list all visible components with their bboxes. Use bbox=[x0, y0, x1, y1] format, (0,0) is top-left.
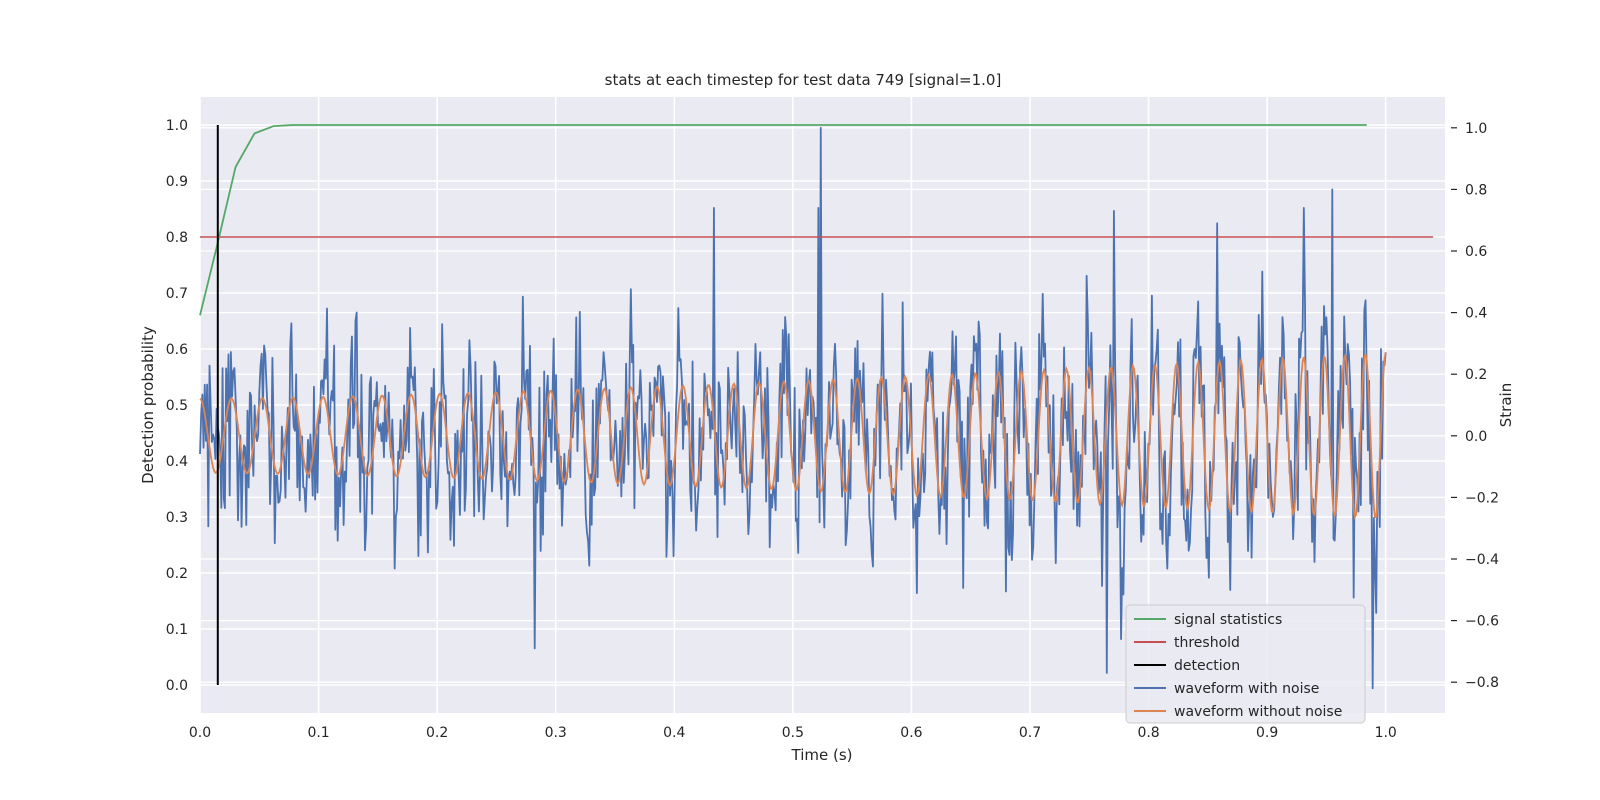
y-right-axis-ticks: −0.8 −0.6 −0.4 −0.2 0.0 0.2 0.4 0.6 0.8 1.0 bbox=[1451, 121, 1499, 691]
x-tick-label: 0.0 bbox=[189, 725, 211, 741]
y-left-tick-label: 0.7 bbox=[166, 286, 188, 302]
legend-box bbox=[1125, 604, 1366, 724]
y-right-tick-label: 0.2 bbox=[1465, 367, 1487, 383]
x-axis-label: Time (s) bbox=[791, 746, 853, 764]
y-right-axis-label: Strain bbox=[1497, 383, 1515, 427]
x-tick-label: 0.6 bbox=[900, 725, 922, 741]
x-tick-label: 0.3 bbox=[545, 725, 567, 741]
y-left-tick-label: 0.5 bbox=[166, 398, 188, 414]
y-right-tick-label: −0.8 bbox=[1465, 675, 1499, 691]
legend-label: threshold bbox=[1174, 635, 1240, 651]
y-left-tick-label: 0.6 bbox=[166, 342, 188, 358]
x-tick-label: 0.7 bbox=[1019, 725, 1041, 741]
legend-label: signal statistics bbox=[1174, 612, 1282, 628]
series-signal-statistics bbox=[199, 124, 1367, 316]
legend-label: waveform without noise bbox=[1174, 704, 1342, 720]
legend-label: waveform with noise bbox=[1174, 681, 1319, 697]
x-tick-label: 1.0 bbox=[1375, 725, 1397, 741]
y-left-tick-label: 0.8 bbox=[166, 230, 188, 246]
legend-label: detection bbox=[1174, 658, 1240, 674]
x-axis-ticks: 0.0 0.1 0.2 0.3 0.4 0.5 0.6 0.7 0.8 0.9 1.0 bbox=[189, 725, 1397, 741]
y-right-tick-label: 1.0 bbox=[1465, 121, 1487, 137]
y-left-tick-label: 0.2 bbox=[166, 566, 188, 582]
x-tick-label: 0.4 bbox=[663, 725, 685, 741]
y-left-axis-label: Detection probability bbox=[139, 326, 157, 484]
y-right-tick-label: 0.4 bbox=[1465, 306, 1487, 322]
series-layer bbox=[199, 124, 1434, 690]
x-tick-label: 0.1 bbox=[307, 725, 329, 741]
y-left-tick-label: 0.4 bbox=[166, 454, 188, 470]
y-right-tick-label: −0.6 bbox=[1465, 614, 1499, 630]
y-right-tick-label: 0.6 bbox=[1465, 244, 1487, 260]
x-tick-label: 0.9 bbox=[1256, 725, 1278, 741]
y-left-tick-label: 0.0 bbox=[166, 678, 188, 694]
series-waveform-without-noise bbox=[199, 352, 1387, 520]
y-left-tick-label: 0.9 bbox=[166, 174, 188, 190]
x-tick-label: 0.5 bbox=[782, 725, 804, 741]
y-right-tick-label: 0.0 bbox=[1465, 429, 1487, 445]
chart-title: stats at each timestep for test data 749… bbox=[605, 71, 1002, 89]
y-left-tick-label: 1.0 bbox=[166, 118, 188, 134]
y-left-axis-ticks: 0.0 0.1 0.2 0.3 0.4 0.5 0.6 0.7 0.8 0.9 1.0 bbox=[166, 118, 188, 694]
y-right-tick-label: −0.2 bbox=[1465, 490, 1499, 506]
legend: signal statistics threshold detection wavef… bbox=[1125, 604, 1366, 724]
y-right-tick-label: −0.4 bbox=[1465, 552, 1499, 568]
y-left-tick-label: 0.1 bbox=[166, 622, 188, 638]
y-right-tick-label: 0.8 bbox=[1465, 182, 1487, 198]
y-left-tick-label: 0.3 bbox=[166, 510, 188, 526]
x-tick-label: 0.2 bbox=[426, 725, 448, 741]
x-tick-label: 0.8 bbox=[1137, 725, 1159, 741]
